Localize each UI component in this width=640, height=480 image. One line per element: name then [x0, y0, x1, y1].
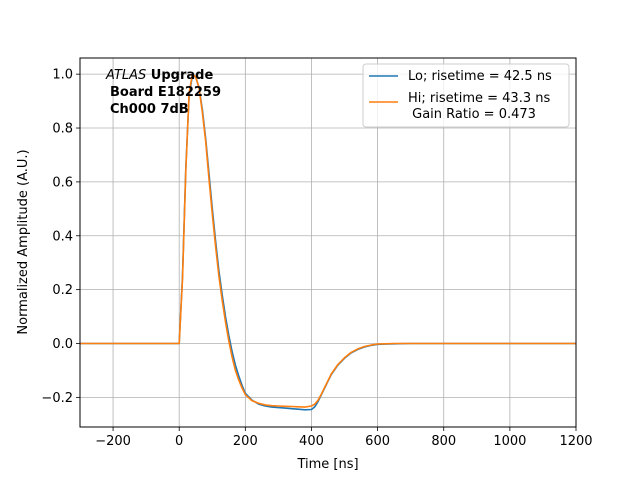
x-tick-label: 1000 — [493, 434, 526, 449]
series-line-hi — [80, 73, 576, 408]
y-tick-label: 0.2 — [52, 283, 73, 298]
y-tick-label: 1.0 — [52, 68, 73, 83]
legend-label-hi-line: Gain Ratio = 0.473 — [408, 107, 536, 122]
legend-box — [362, 63, 570, 128]
annotation-line2: Board E182259 — [110, 85, 221, 100]
series-group — [80, 73, 576, 411]
legend-label-hi-line: Hi; risetime = 43.3 ns — [408, 91, 550, 106]
y-axis-label: Normalized Amplitude (A.U.) — [16, 149, 31, 334]
y-tick-label: 0.8 — [52, 122, 73, 137]
x-axis-label: Time [ns] — [296, 457, 358, 472]
x-tick-label: 400 — [299, 434, 324, 449]
y-tick-label: 0.6 — [52, 175, 73, 190]
annotation: ATLAS Upgrade Board E182259 Ch000 7dB — [105, 68, 221, 117]
y-tick-label: 0.0 — [52, 337, 73, 352]
plot-frame — [79, 57, 577, 428]
legend-label-hi: Hi; risetime = 43.3 ns Gain Ratio = 0.47… — [408, 91, 550, 122]
annotation-line3: Ch000 7dB — [110, 102, 189, 117]
ticks: −200 0 200 400 600 800 1000 1200 −0.2 0.0 0.2 0.4 0.… — [41, 68, 592, 449]
x-tick-label: 1200 — [559, 434, 592, 449]
x-tick-label: 0 — [175, 434, 183, 449]
annotation-atlas: ATLAS — [105, 68, 146, 83]
y-tick-label: 0.4 — [52, 229, 73, 244]
x-tick-label: 600 — [365, 434, 390, 449]
annotation-upgrade: Upgrade — [146, 68, 213, 83]
annotation-line1: ATLAS Upgrade — [105, 68, 213, 83]
x-tick-label: 200 — [233, 434, 258, 449]
x-tick-label: 800 — [431, 434, 456, 449]
legend-label-lo: Lo; risetime = 42.5 ns — [408, 69, 552, 84]
x-tick-label: −200 — [95, 434, 131, 449]
y-tick-label: −0.2 — [41, 391, 73, 406]
legend: Lo; risetime = 42.5 ns Hi; risetime = 43… — [362, 63, 570, 128]
